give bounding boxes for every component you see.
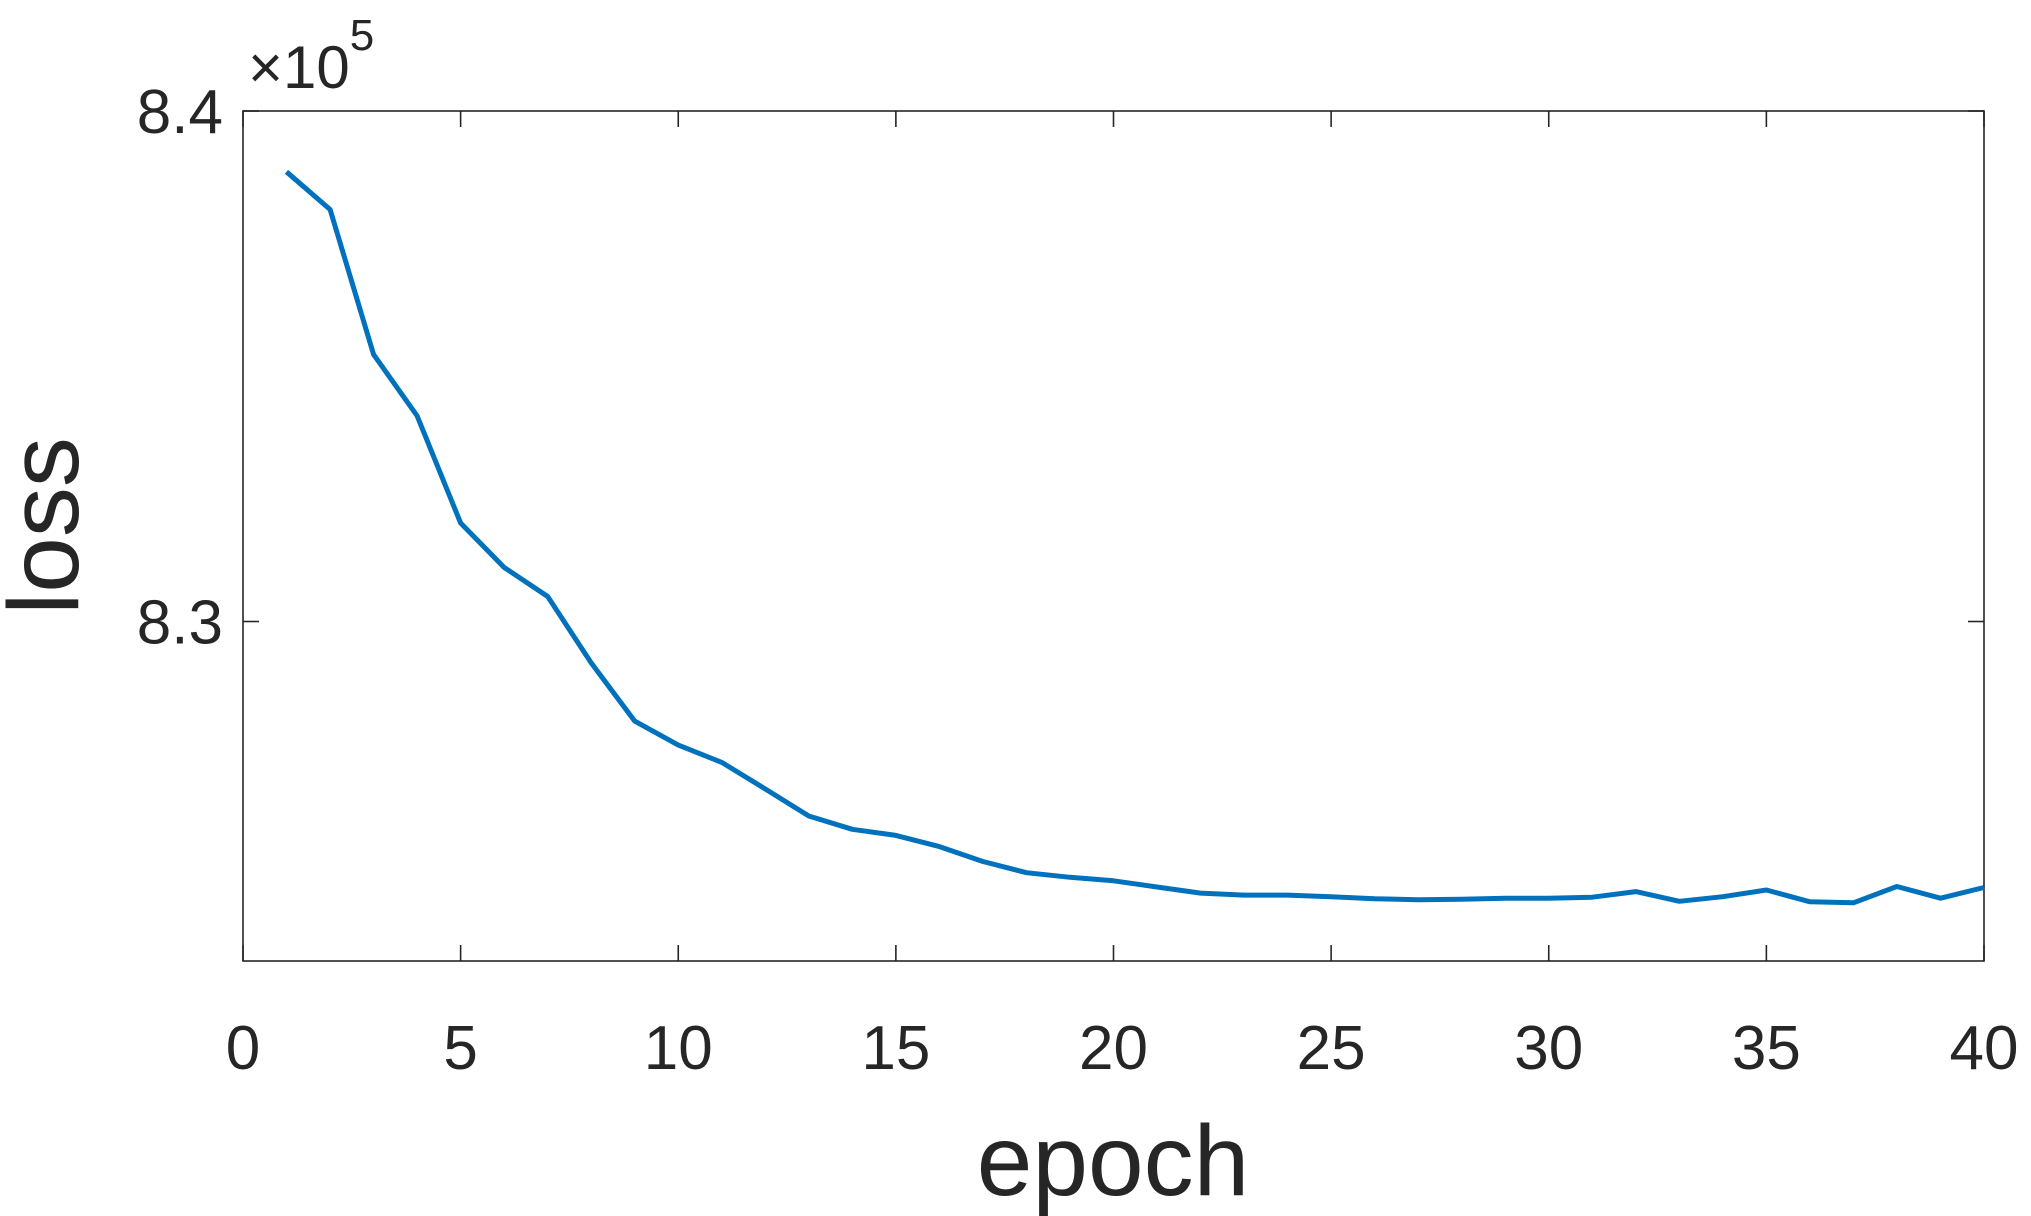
x-axis-label: epoch bbox=[977, 1105, 1249, 1216]
x-tick-label: 35 bbox=[1732, 1014, 1801, 1083]
axes-frame bbox=[242, 110, 1985, 962]
y-axis-label: loss bbox=[0, 437, 100, 615]
y-exponent-label: ×105 bbox=[248, 11, 374, 101]
x-tick-label: 0 bbox=[226, 1014, 260, 1083]
series-layer bbox=[284, 169, 1985, 906]
y-exponent-power: 5 bbox=[350, 11, 374, 60]
y-exponent-prefix: ×10 bbox=[248, 34, 350, 101]
x-axis-ticks: 0 5 10 15 20 25 30 35 40 bbox=[226, 111, 2019, 1083]
series-line bbox=[284, 169, 1985, 906]
x-tick-label: 15 bbox=[861, 1014, 930, 1083]
y-tick-label: 8.3 bbox=[137, 589, 223, 658]
x-tick-label: 10 bbox=[644, 1014, 713, 1083]
y-axis-ticks: 8.3 8.4 bbox=[137, 78, 1984, 658]
axes-box bbox=[242, 110, 1985, 962]
x-tick-label: 40 bbox=[1950, 1014, 2019, 1083]
x-tick-label: 25 bbox=[1297, 1014, 1366, 1083]
y-tick-label: 8.4 bbox=[137, 78, 223, 147]
x-tick-label: 30 bbox=[1514, 1014, 1583, 1083]
x-tick-label: 20 bbox=[1079, 1014, 1148, 1083]
x-tick-label: 5 bbox=[443, 1014, 477, 1083]
